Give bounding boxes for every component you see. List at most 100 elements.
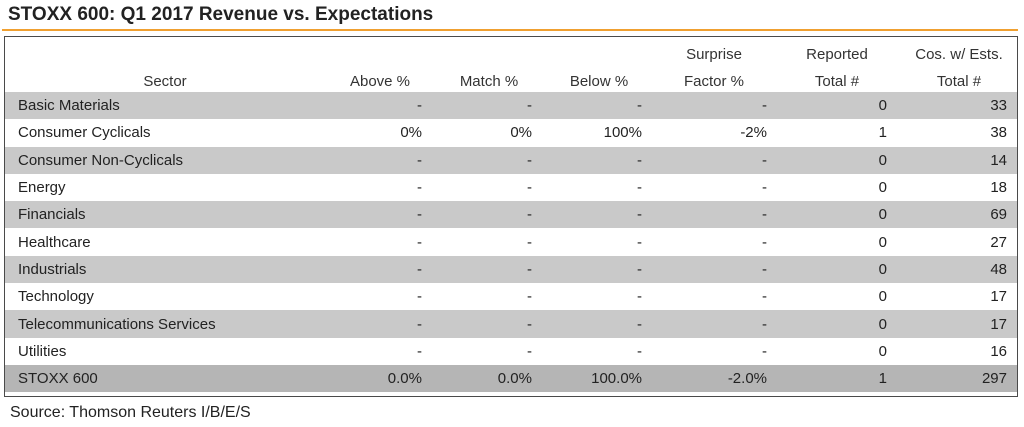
reported-cell: 0 bbox=[777, 146, 897, 174]
ests-cell: 27 bbox=[990, 233, 1007, 251]
title-underline bbox=[2, 29, 1018, 31]
surprise-cell: - bbox=[652, 255, 777, 284]
below-cell: 100% bbox=[603, 124, 642, 142]
sector-cell: Healthcare bbox=[18, 233, 91, 251]
match-cell: - bbox=[432, 310, 542, 338]
below-cell: - bbox=[637, 288, 642, 306]
chart-title: STOXX 600: Q1 2017 Revenue vs. Expectati… bbox=[8, 4, 434, 25]
table-row: Healthcare - - - - 0 27 bbox=[5, 228, 1017, 255]
ests-cell: 16 bbox=[990, 342, 1007, 360]
above-cell: 0.0% bbox=[323, 364, 432, 393]
surprise-cell: - bbox=[652, 310, 777, 338]
ests-cell: 69 bbox=[897, 201, 1017, 229]
above-cell: - bbox=[417, 179, 422, 197]
reported-cell: 0 bbox=[878, 342, 887, 360]
surprise-cell: -2.0% bbox=[652, 364, 777, 393]
below-cell: - bbox=[542, 146, 652, 174]
table-row: Financials - - - -0 69 bbox=[5, 201, 1017, 229]
header-match: Match % bbox=[459, 73, 519, 90]
reported-cell: 1 bbox=[777, 364, 897, 393]
match-cell: 0.0% bbox=[432, 364, 542, 393]
reported-cell: 0 bbox=[878, 288, 887, 306]
header-sector: Sector bbox=[143, 73, 187, 90]
header-surprise-line2: Factor % bbox=[683, 73, 744, 90]
sector-cell: Industrials bbox=[5, 255, 323, 284]
below-cell: 100.0% bbox=[542, 364, 652, 393]
above-cell: - bbox=[323, 201, 432, 229]
ests-cell: 17 bbox=[897, 310, 1017, 338]
match-cell: - bbox=[527, 233, 532, 251]
match-cell: - bbox=[527, 288, 532, 306]
below-cell: - bbox=[637, 233, 642, 251]
match-cell: - bbox=[527, 342, 532, 360]
below-cell: - bbox=[542, 310, 652, 338]
table-row: Consumer Non-Cyclicals - - - -0 14 bbox=[5, 146, 1017, 174]
table-row: Basic Materials - - - -0 33 bbox=[5, 92, 1017, 120]
table-frame bbox=[4, 36, 1018, 397]
data-table: Basic Materials - - - -0 33 Consumer Cyclicals… bbox=[5, 92, 1017, 393]
match-cell: 0% bbox=[510, 124, 532, 142]
table-row: Utilities - - - - 0 16 bbox=[5, 338, 1017, 365]
header-surprise-line1: Surprise bbox=[686, 46, 742, 63]
total-row: STOXX 600 0.0% 0.0% 100.0% -2.0% 1 297 bbox=[5, 364, 1017, 393]
below-cell: - bbox=[542, 201, 652, 229]
ests-cell: 14 bbox=[897, 146, 1017, 174]
sector-cell: Telecommunications Services bbox=[5, 310, 323, 338]
above-cell: - bbox=[417, 342, 422, 360]
surprise-cell: - bbox=[652, 201, 777, 229]
reported-cell: 0 bbox=[777, 255, 897, 284]
match-cell: - bbox=[432, 92, 542, 120]
table-row: Energy - - - - 0 18 bbox=[5, 174, 1017, 201]
above-cell: - bbox=[323, 310, 432, 338]
surprise-cell: - bbox=[652, 146, 777, 174]
below-cell: - bbox=[637, 179, 642, 197]
surprise-cell: - bbox=[762, 288, 767, 306]
ests-cell: 33 bbox=[897, 92, 1017, 120]
surprise-cell: - bbox=[762, 233, 767, 251]
above-cell: - bbox=[323, 92, 432, 120]
header-ests-line1: Cos. w/ Ests. bbox=[915, 46, 1003, 63]
sector-cell: Technology bbox=[18, 288, 94, 306]
reported-cell: 0 bbox=[777, 92, 897, 120]
above-cell: - bbox=[323, 146, 432, 174]
below-cell: - bbox=[542, 92, 652, 120]
header-ests-line2: Total # bbox=[936, 73, 982, 90]
ests-cell: 18 bbox=[990, 179, 1007, 197]
surprise-cell: - bbox=[762, 179, 767, 197]
ests-cell: 17 bbox=[990, 288, 1007, 306]
below-cell: - bbox=[637, 342, 642, 360]
sector-cell: Energy bbox=[18, 179, 66, 197]
match-cell: - bbox=[432, 255, 542, 284]
match-cell: - bbox=[432, 146, 542, 174]
surprise-cell: -2% bbox=[740, 124, 767, 142]
reported-cell: 0 bbox=[878, 179, 887, 197]
sector-cell: Basic Materials bbox=[5, 92, 323, 120]
sector-cell: STOXX 600 bbox=[5, 364, 323, 393]
reported-cell: 0 bbox=[777, 310, 897, 338]
surprise-cell: - bbox=[762, 342, 767, 360]
match-cell: - bbox=[527, 179, 532, 197]
table-row: Telecommunications Services - - - -0 17 bbox=[5, 310, 1017, 338]
sector-cell: Consumer Cyclicals bbox=[18, 124, 151, 142]
ests-cell: 38 bbox=[990, 124, 1007, 142]
surprise-cell: - bbox=[652, 92, 777, 120]
sector-cell: Financials bbox=[5, 201, 323, 229]
header-below: Below % bbox=[569, 73, 629, 90]
table-row: Consumer Cyclicals 0% 0% 100% -2% 1 38 bbox=[5, 119, 1017, 146]
sector-cell: Utilities bbox=[18, 342, 67, 360]
header-reported-line1: Reported bbox=[806, 46, 868, 63]
ests-cell: 297 bbox=[897, 364, 1017, 393]
below-cell: - bbox=[542, 255, 652, 284]
above-cell: 0% bbox=[400, 124, 422, 142]
source-note: Source: Thomson Reuters I/B/E/S bbox=[10, 404, 251, 421]
table-row: Technology - - - - 0 17 bbox=[5, 283, 1017, 310]
header-reported-line2: Total # bbox=[814, 73, 860, 90]
reported-cell: 0 bbox=[878, 233, 887, 251]
above-cell: - bbox=[417, 233, 422, 251]
sector-cell: Consumer Non-Cyclicals bbox=[5, 146, 323, 174]
above-cell: - bbox=[417, 288, 422, 306]
table-row: Industrials - - - -0 48 bbox=[5, 255, 1017, 284]
ests-cell: 48 bbox=[897, 255, 1017, 284]
match-cell: - bbox=[432, 201, 542, 229]
reported-cell: 0 bbox=[777, 201, 897, 229]
